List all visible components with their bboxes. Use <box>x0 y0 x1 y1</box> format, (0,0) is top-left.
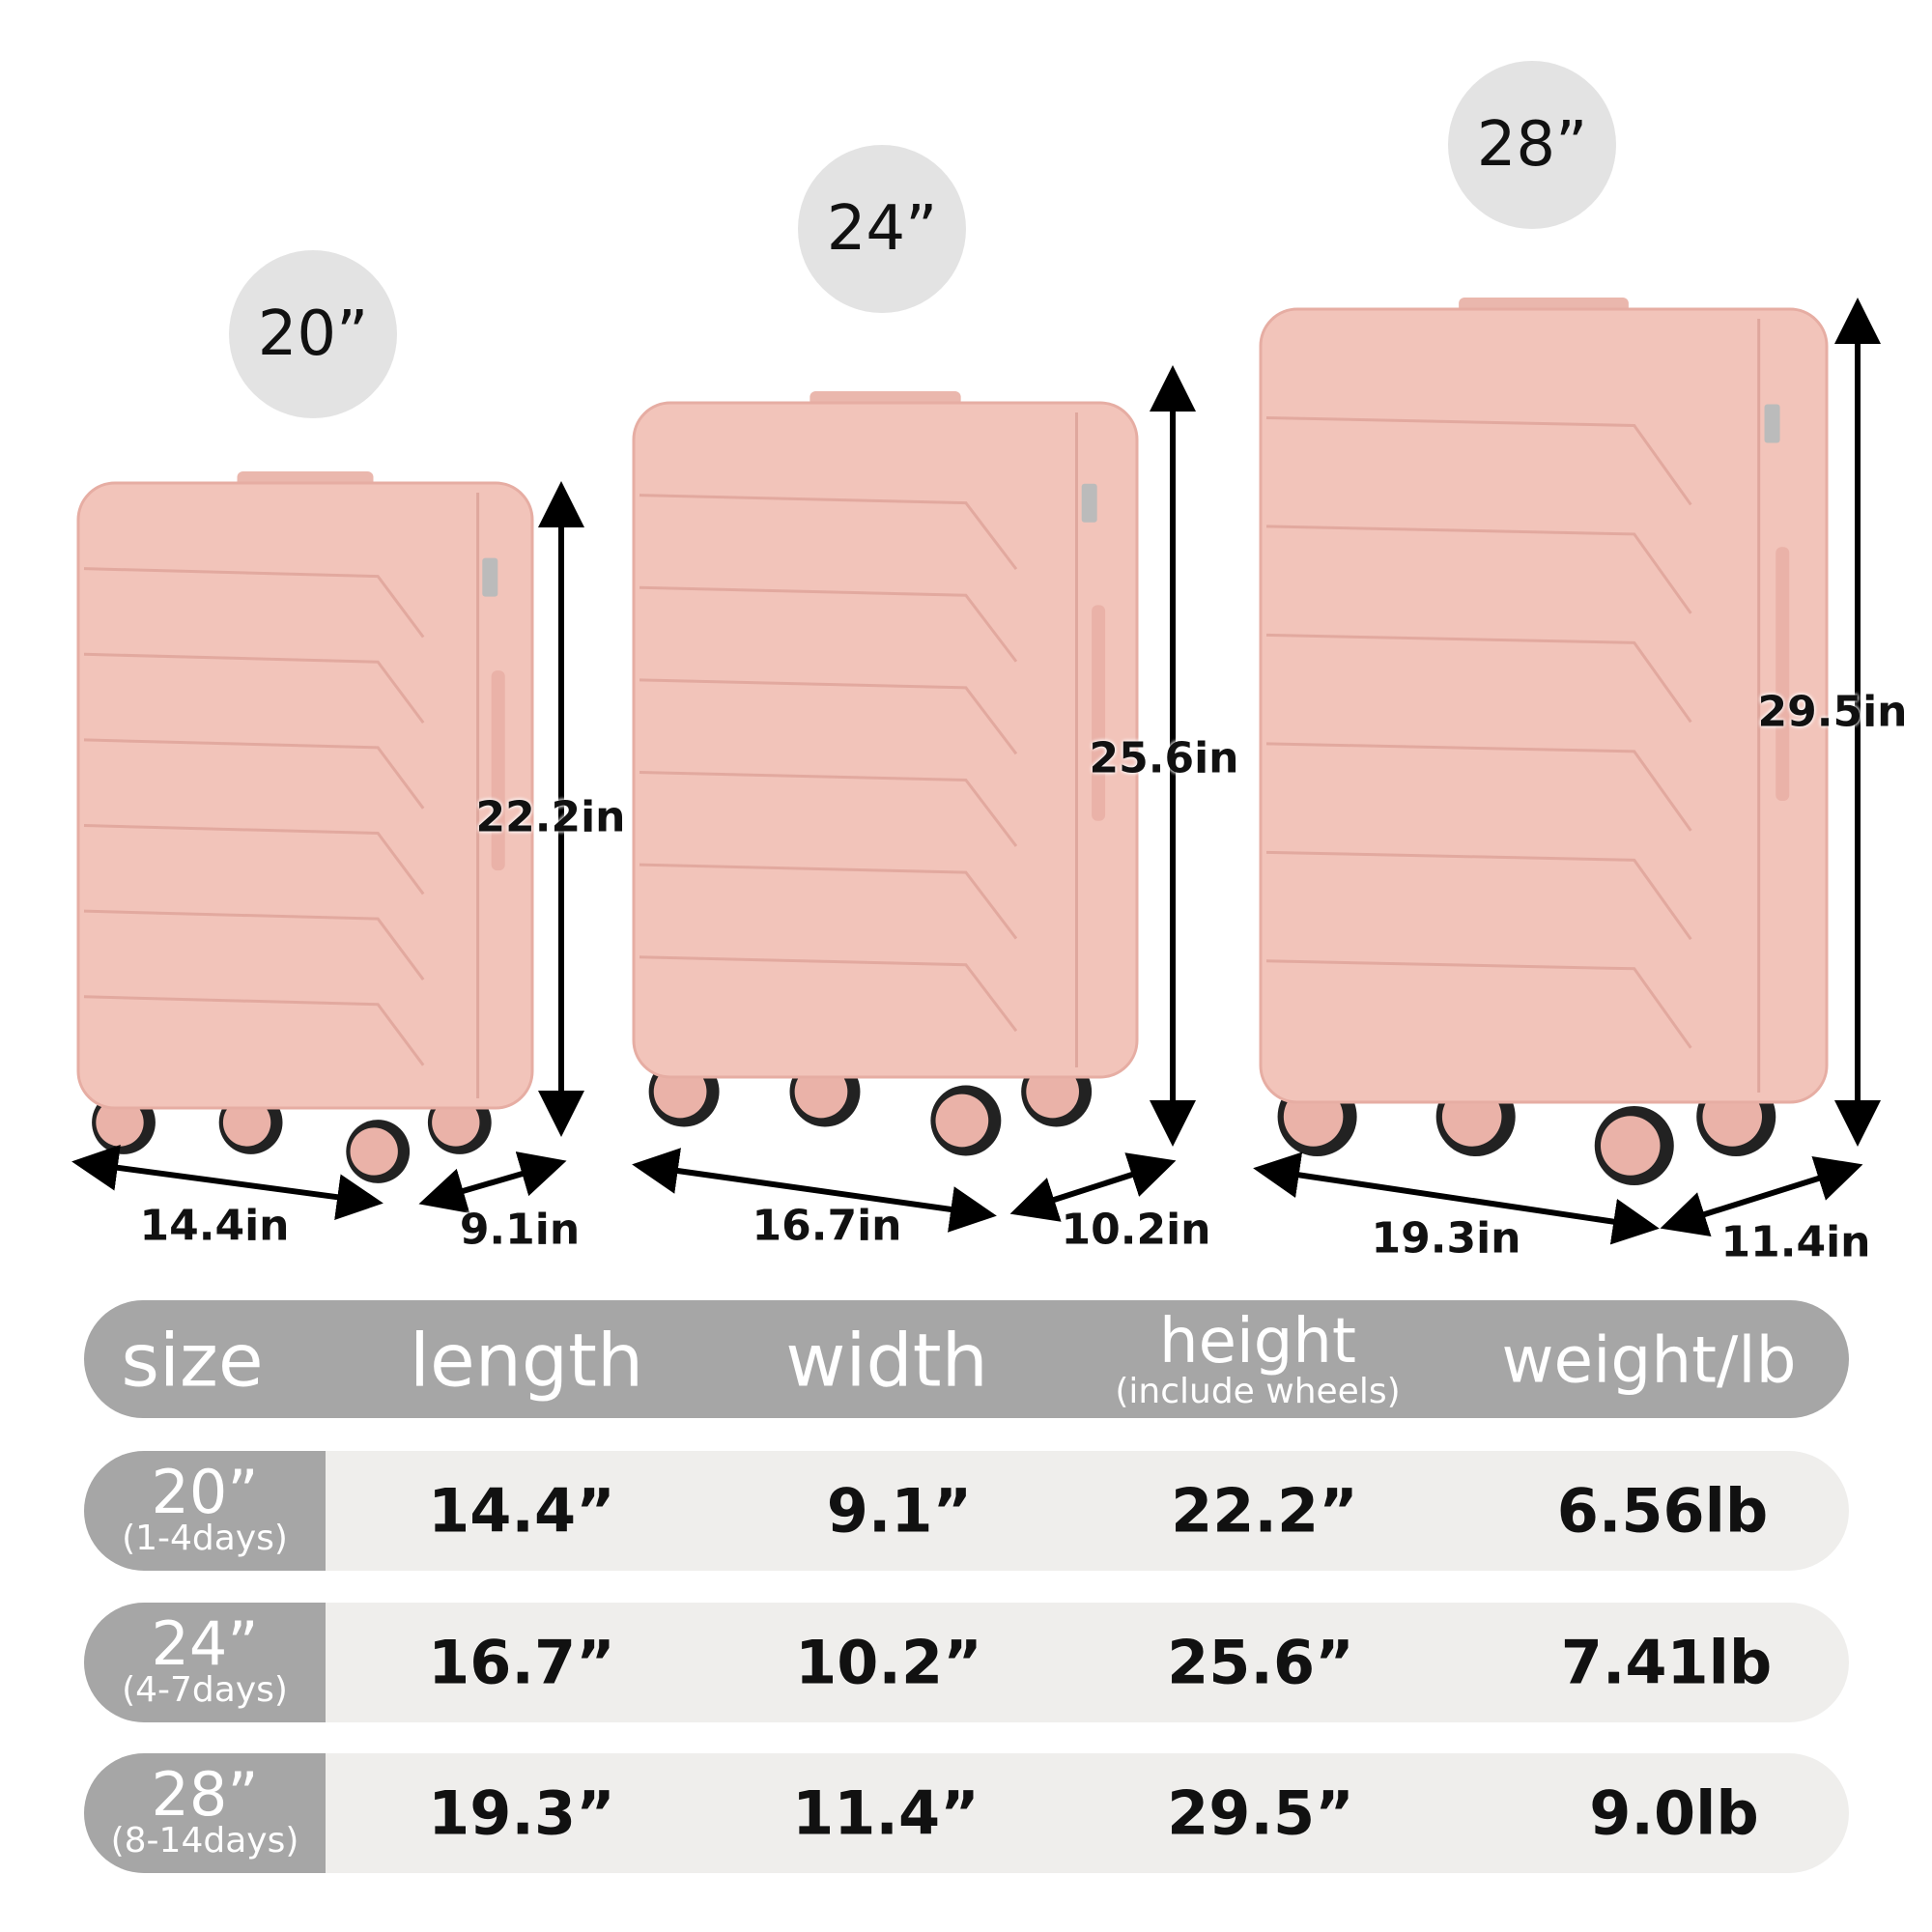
table-row: 24” (4-7days) 16.7” 10.2” 25.6” 7.41lb <box>84 1603 1849 1722</box>
width-label-24: 10.2in <box>1061 1205 1211 1255</box>
header-length: length <box>409 1317 644 1404</box>
width-label-28: 11.4in <box>1720 1217 1871 1267</box>
weight-value: 6.56lb <box>1556 1475 1769 1547</box>
size-cell: 20” (1-4days) <box>84 1451 326 1571</box>
header-height-note: (include wheels) <box>1115 1372 1401 1411</box>
weight-value: 7.41lb <box>1560 1627 1773 1698</box>
height-label-24: 25.6in <box>1089 733 1239 783</box>
table-row: 20” (1-4days) 14.4” 9.1” 22.2” 6.56lb <box>84 1451 1849 1571</box>
suitcase-body <box>1259 307 1829 1104</box>
size-cell: 24” (4-7days) <box>84 1603 326 1722</box>
suitcase-body <box>632 401 1139 1079</box>
weight-value: 9.0lb <box>1589 1777 1759 1849</box>
header-height-label: height <box>1159 1306 1356 1378</box>
size-value: 20” <box>151 1457 259 1527</box>
suitcase-2 <box>1259 298 1829 1186</box>
suitcase-1 <box>632 391 1139 1156</box>
table-header: size length width height (include wheels… <box>84 1300 1849 1418</box>
header-height: height (include wheels) <box>1115 1310 1400 1410</box>
suitcase-0 <box>76 471 534 1183</box>
days-value: (8-14days) <box>110 1821 299 1861</box>
size-badge-24: 24” <box>798 145 966 313</box>
header-weight: weight/lb <box>1501 1322 1797 1398</box>
length-value: 14.4” <box>428 1475 615 1547</box>
size-badge-20: 20” <box>229 250 397 418</box>
length-arrow-24 <box>632 1148 997 1233</box>
width-arrow-28 <box>1660 1155 1863 1237</box>
size-value: 28” <box>151 1759 259 1830</box>
side-handle <box>1092 605 1106 821</box>
height-value: 22.2” <box>1171 1475 1358 1547</box>
lock-icon <box>1764 404 1780 443</box>
suitcase-body <box>76 481 534 1110</box>
header-width: width <box>785 1317 988 1404</box>
length-label-24: 16.7in <box>752 1201 902 1251</box>
height-value: 29.5” <box>1167 1777 1354 1849</box>
table-row: 28” (8-14days) 19.3” 11.4” 29.5” 9.0lb <box>84 1753 1849 1873</box>
size-cell: 28” (8-14days) <box>84 1753 326 1873</box>
length-value: 19.3” <box>428 1777 615 1849</box>
height-label-28: 29.5in <box>1757 687 1908 737</box>
width-arrow-24 <box>1009 1152 1177 1222</box>
header-size: size <box>121 1317 264 1404</box>
length-arrow-20 <box>71 1144 384 1221</box>
width-value: 9.1” <box>826 1475 973 1547</box>
side-handle <box>491 670 505 871</box>
length-label-20: 14.4in <box>139 1201 290 1251</box>
days-value: (1-4days) <box>122 1519 288 1558</box>
lock-icon <box>482 557 498 597</box>
side-handle <box>1776 547 1790 802</box>
width-value: 11.4” <box>792 1777 980 1849</box>
height-value: 25.6” <box>1167 1627 1354 1698</box>
days-value: (4-7days) <box>122 1670 288 1710</box>
width-value: 10.2” <box>795 1627 982 1698</box>
height-label-20: 22.2in <box>475 792 626 842</box>
length-label-28: 19.3in <box>1371 1213 1521 1264</box>
length-value: 16.7” <box>428 1627 615 1698</box>
size-value: 24” <box>151 1608 259 1679</box>
length-arrow-28 <box>1253 1151 1660 1245</box>
width-arrow-20 <box>418 1151 567 1213</box>
size-badge-28: 28” <box>1448 61 1616 229</box>
lock-icon <box>1081 483 1097 523</box>
width-label-20: 9.1in <box>459 1205 581 1255</box>
dimension-arrows <box>71 298 1881 1245</box>
